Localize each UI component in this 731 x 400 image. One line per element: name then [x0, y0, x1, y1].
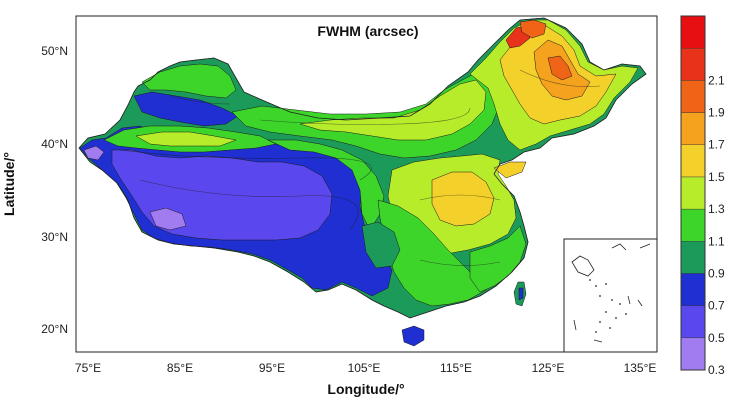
x-tick-label: 115°E [440, 361, 472, 375]
colorbar-label: 0.9 [708, 266, 725, 280]
china-border [78, 17, 647, 319]
south-coast-region [469, 225, 527, 293]
y-tick-label: 50°N [41, 44, 68, 58]
colorbar-swatch [680, 15, 706, 49]
colorbar-label: 2.1 [708, 73, 725, 87]
taiwan-core [518, 287, 524, 301]
inner-mongolia-region [299, 79, 487, 141]
y-tick-label: 20°N [41, 322, 68, 336]
colorbar-swatch [680, 337, 706, 371]
x-axis-title: Longitude/° [327, 381, 404, 397]
northeast-max-region [547, 55, 573, 81]
colorbar-label: 0.5 [708, 331, 725, 345]
colorbar-swatch [680, 112, 706, 145]
hainan-island [401, 325, 425, 347]
y-axis-ticks: 50°N 40°N 30°N 20°N [41, 44, 68, 336]
colorbar-label: 1.1 [708, 234, 725, 248]
y-tick-label: 40°N [41, 137, 68, 151]
y-axis-title: Latitude/° [1, 152, 17, 216]
x-tick-label: 125°E [532, 361, 565, 375]
tarim-core-region [135, 131, 237, 147]
pamir-pocket [83, 145, 105, 161]
colorbar-swatch [680, 176, 706, 210]
colorbar-swatch [680, 241, 706, 274]
north-china-core-region [431, 171, 495, 227]
y-tick-label: 30°N [41, 230, 68, 244]
colorbar-swatch [680, 305, 706, 339]
north-xinjiang-region [141, 63, 237, 99]
x-tick-label: 105°E [348, 361, 381, 375]
colorbar-frame [680, 15, 706, 371]
colorbar-label: 1.9 [708, 106, 725, 120]
x-axis-ticks: 75°E 85°E 95°E 105°E 115°E 125°E 135°E [75, 361, 656, 375]
colorbar-swatch [680, 273, 706, 306]
south-china-sea-inset [563, 238, 658, 353]
x-tick-label: 135°E [624, 361, 657, 375]
colorbar-label: 0.3 [708, 363, 725, 377]
shandong-region [493, 161, 527, 179]
colorbar-swatch [680, 80, 706, 113]
colorbar-label: 1.7 [708, 138, 725, 152]
x-tick-label: 85°E [167, 361, 193, 375]
contour-lines [119, 69, 601, 266]
colorbar-swatch [680, 47, 706, 81]
colorbar: 0.3 0.5 0.7 0.9 1.1 1.3 1.5 1.7 1.9 2.1 [680, 15, 725, 377]
colorbar-label: 1.5 [708, 170, 725, 184]
west-tibet-pocket [149, 207, 187, 231]
china-fwhm-map [78, 17, 647, 347]
hinggan-peak-region [519, 19, 547, 39]
x-tick-label: 75°E [75, 361, 101, 375]
dzungaria-blue-region [133, 91, 239, 127]
x-tick-label: 95°E [259, 361, 285, 375]
qinghai-gansu-region [267, 139, 385, 231]
sichuan-basin-region [361, 221, 401, 269]
colorbar-label: 0.7 [708, 299, 725, 313]
plot-frame [75, 15, 658, 353]
colorbar-swatch [680, 144, 706, 178]
colorbar-label: 1.3 [708, 202, 725, 216]
map-title: FWHM (arcsec) [317, 23, 418, 39]
colorbar-swatch [680, 208, 706, 242]
